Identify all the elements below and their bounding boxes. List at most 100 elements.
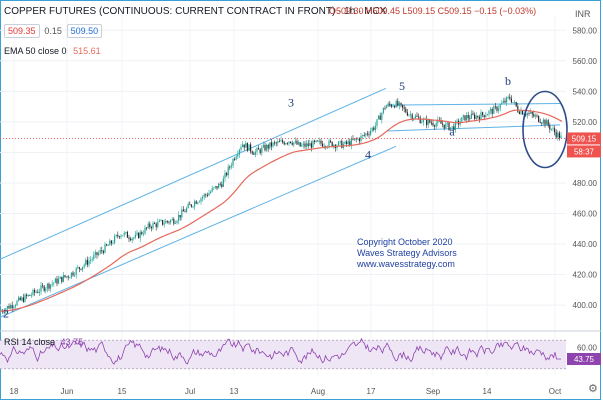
- candle-body: [190, 204, 192, 207]
- candle-body: [42, 285, 44, 287]
- buy-button[interactable]: 509.50: [66, 24, 103, 38]
- ema-legend[interactable]: EMA 50 close 0 515.61: [4, 46, 101, 56]
- candle-body: [267, 144, 269, 149]
- candle-body: [379, 115, 381, 120]
- candle-body: [158, 220, 160, 222]
- rsi-value-badge: [567, 352, 601, 365]
- candle-body: [277, 141, 279, 144]
- candle-body: [206, 194, 208, 196]
- candle-body: [234, 159, 236, 160]
- candle-body: [83, 264, 85, 267]
- candle-body: [488, 110, 490, 115]
- candle-body: [216, 186, 218, 189]
- candle-body: [194, 201, 196, 207]
- candle-body: [218, 183, 220, 189]
- candle-body: [550, 128, 552, 130]
- candle-body: [378, 115, 380, 120]
- candle-body: [528, 113, 530, 114]
- candle-body: [306, 143, 308, 147]
- candle-body: [208, 193, 210, 196]
- candle-body: [19, 297, 21, 301]
- candle-body: [192, 206, 194, 208]
- candle-body: [178, 214, 180, 221]
- candle-body: [504, 100, 506, 103]
- candle-body: [514, 101, 516, 103]
- candle-body: [195, 201, 197, 204]
- candle-body: [339, 140, 341, 142]
- candle-body: [293, 142, 295, 145]
- candle-body: [541, 122, 543, 124]
- candle-body: [366, 133, 368, 135]
- candle-body: [130, 238, 132, 241]
- candle-body: [320, 140, 322, 144]
- candle-body: [3, 311, 5, 313]
- candle-body: [490, 109, 492, 111]
- candle-body: [210, 191, 212, 194]
- candle-body: [43, 286, 45, 291]
- candle-body: [310, 143, 312, 148]
- candle-body: [58, 278, 60, 284]
- candle-body: [450, 127, 452, 131]
- candle-body: [150, 227, 152, 229]
- candle-body: [376, 119, 378, 126]
- last-price-badge: [567, 132, 601, 145]
- rsi-value: 43.75: [60, 337, 84, 347]
- candle-body: [181, 209, 183, 218]
- candle-body: [278, 141, 280, 143]
- candle-body: [136, 232, 138, 235]
- candle-body: [435, 123, 437, 127]
- candle-body: [74, 274, 76, 276]
- time-tick-label: 13: [230, 387, 239, 396]
- candle-body: [102, 251, 104, 253]
- candle-body: [368, 134, 370, 136]
- settings-icon[interactable]: ⚙: [588, 383, 598, 395]
- candle-body: [258, 148, 260, 150]
- price-tick-label: 460.00: [573, 209, 598, 218]
- candle-body: [94, 252, 96, 255]
- candle-body: [125, 232, 127, 233]
- candle-body: [200, 198, 202, 202]
- candle-body: [386, 106, 388, 109]
- candle-body: [203, 194, 205, 197]
- candle-body: [322, 143, 324, 147]
- candle-body: [126, 232, 128, 238]
- candle-body: [370, 130, 372, 135]
- rsi-legend[interactable]: RSI 14 close 43.75: [4, 337, 83, 347]
- grid: [0, 15, 566, 376]
- candle-body: [75, 268, 77, 275]
- price-axis: 580.00560.00540.00520.00500.00480.00460.…: [567, 26, 601, 310]
- candle-body: [182, 209, 184, 212]
- candle-body: [24, 294, 26, 302]
- time-tick-label: Jun: [61, 387, 74, 396]
- wave-label-5: 5: [399, 79, 405, 93]
- candle-body: [142, 233, 144, 235]
- candle-body: [539, 121, 541, 123]
- candle-body: [155, 223, 157, 227]
- candle-body: [437, 119, 439, 124]
- candle-body: [312, 140, 314, 148]
- candle-body: [402, 104, 404, 108]
- candle-body: [198, 201, 200, 203]
- highlight-circle: [522, 90, 568, 169]
- candle-body: [86, 259, 88, 265]
- candle-body: [254, 151, 256, 155]
- price-tick-label: 560.00: [573, 57, 598, 66]
- candle-body: [66, 276, 68, 278]
- candle-body: [26, 294, 28, 297]
- candle-body: [261, 147, 263, 153]
- candle-body: [269, 142, 271, 149]
- rsi-label: RSI 14 close: [4, 337, 56, 347]
- candle-body: [466, 115, 468, 121]
- candle-body: [422, 119, 424, 123]
- candle-body: [448, 122, 450, 131]
- candle-body: [408, 114, 410, 116]
- rsi-band: [0, 340, 566, 369]
- candle-body: [485, 115, 487, 118]
- candle-body: [512, 102, 514, 103]
- sell-button[interactable]: 509.35: [4, 24, 40, 38]
- candle-body: [160, 220, 162, 221]
- candle-body: [115, 234, 117, 236]
- candle-body: [237, 154, 239, 157]
- channel-line-lower: [0, 145, 397, 318]
